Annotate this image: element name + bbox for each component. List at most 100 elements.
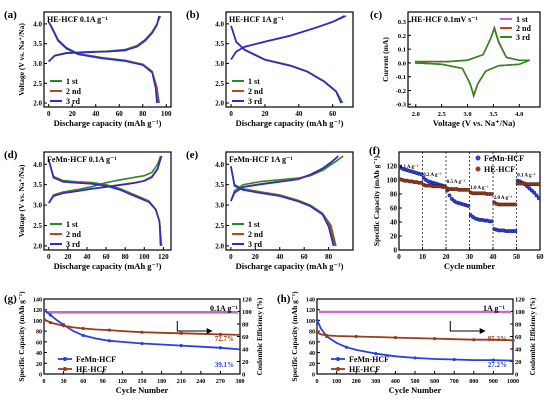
x-tick-label: 900 [489,379,498,385]
plot-frame [225,11,354,108]
x-axis-label: Discharge capacity (mAh g⁻¹) [54,118,162,128]
legend-label: 2 nd [516,24,531,33]
y-tick-label: 3.5 [215,40,224,48]
data-point [466,187,471,192]
x-tick-label: 800 [469,379,478,385]
data-point [433,337,437,341]
y-tick-label: 2.0 [33,100,42,108]
data-point [107,339,111,343]
x-tick-label: 3.0 [463,111,471,118]
legend-label: 3 rd [66,97,81,106]
data-point [218,346,222,350]
legend-label: 2 nd [248,230,263,239]
legend-label: FeMn-HCF [484,154,524,163]
y-tick-label: 3.0 [215,202,224,210]
y2-tick-label: 20 [242,359,249,366]
data-point [107,328,111,332]
y-tick-label: 100 [33,319,42,325]
x-tick-label: 100 [332,379,341,385]
legend-label: FeMn-HCF [76,355,116,364]
data-point [466,203,471,208]
y-tick-label: 20 [36,362,42,368]
y-axis-label: Current (mA) [381,37,390,82]
x-tick-label: 60 [80,379,86,385]
y-tick-label: 60 [36,340,42,346]
panel-note: FeMn-HCF 0.1A g⁻¹ [47,155,117,164]
arrow-head [479,328,486,334]
y-tick-label: 40 [390,219,398,227]
data-point [81,333,85,338]
series-line [44,310,241,351]
data-point [48,320,53,325]
x-tick-label: 20 [252,253,260,261]
y2-axis-label: Coulombic Efficiency (%) [256,297,264,375]
x-tick-label: 60 [301,253,309,261]
x-tick-label: 40 [83,253,91,261]
y-tick-label: 120 [33,308,42,314]
data-point [489,219,494,224]
x-axis-label: Cycle Number [116,385,169,395]
legend-label: 3 rd [66,240,81,249]
legend-label: 3 rd [248,97,263,106]
x-tick-label: 20 [261,110,269,118]
y-tick-label: 120 [387,163,398,171]
series-line [44,319,241,336]
legend-label: 2 nd [66,230,81,239]
y-tick-label: 2.5 [33,222,42,230]
x-tick-label: 200 [352,379,361,385]
legend-label: 1 st [248,77,260,86]
plot-frame [43,151,172,251]
y2-tick-label: 40 [515,347,522,354]
x-tick-label: 20 [64,253,72,261]
x-axis-label: Discharge capacity (mAh g⁻¹) [236,261,344,271]
data-point [513,229,518,234]
panel-b: 0 20 40 60 2.0 2.5 3.0 3.5 4.0 Discharge capacity… [186,9,354,128]
x-tick-label: 300 [371,379,380,385]
legend-swatch [475,155,481,161]
y-axis-label: Specific Capacity (mAh g⁻¹) [17,291,26,382]
x-tick-label: 0 [47,253,51,261]
legend-label: 1 st [248,220,260,229]
x-tick-label: 20 [443,253,451,261]
panel-label: (b) [186,9,200,21]
x-tick-label: 0 [397,253,401,261]
y2-tick-label: 0 [242,372,245,379]
x-tick-label: 4.0 [515,111,523,118]
data-point [140,341,144,346]
series-line [230,166,336,247]
legend-label: 2 nd [248,87,263,96]
y2-tick-label: 120 [242,297,252,304]
retention-label: 72.7% [215,335,234,343]
panel-note: 1A g⁻¹ [483,304,506,313]
x-tick-label: 300 [236,379,245,385]
y2-tick-label: 20 [515,359,522,366]
data-point [419,172,424,177]
x-tick-label: 500 [411,379,420,385]
legend-label: 1 st [66,220,78,229]
x-tick-label: 80 [139,110,147,118]
data-point [315,318,319,323]
data-point [43,309,47,313]
data-point [374,352,378,356]
panel-label: (e) [186,149,199,161]
series-line [230,15,345,60]
y2-tick-label: 60 [515,334,522,341]
y-tick-label: 3.0 [215,60,224,68]
x-tick-label: 120 [118,379,127,385]
series-line [48,155,162,204]
x-tick-label: 80 [325,253,333,261]
panel-note: HE-HCF 1A g⁻¹ [229,15,284,24]
y-tick-label: 100 [306,319,315,325]
x-axis-label: Discharge capacity (mAh g⁻¹) [236,118,344,128]
panel-label: (c) [370,9,383,21]
series-line [47,21,158,104]
y-tick-label: 20 [309,362,315,368]
y-tick-label: 4.0 [33,20,42,28]
y-tick-label: 80 [36,330,42,336]
panel-label: (f) [369,145,380,157]
legend-label: 1 st [516,15,528,24]
data-point [511,338,515,342]
x-tick-label: 2.5 [438,111,447,118]
y-tick-label: 0 [394,247,398,255]
y2-tick-label: 80 [242,322,249,329]
